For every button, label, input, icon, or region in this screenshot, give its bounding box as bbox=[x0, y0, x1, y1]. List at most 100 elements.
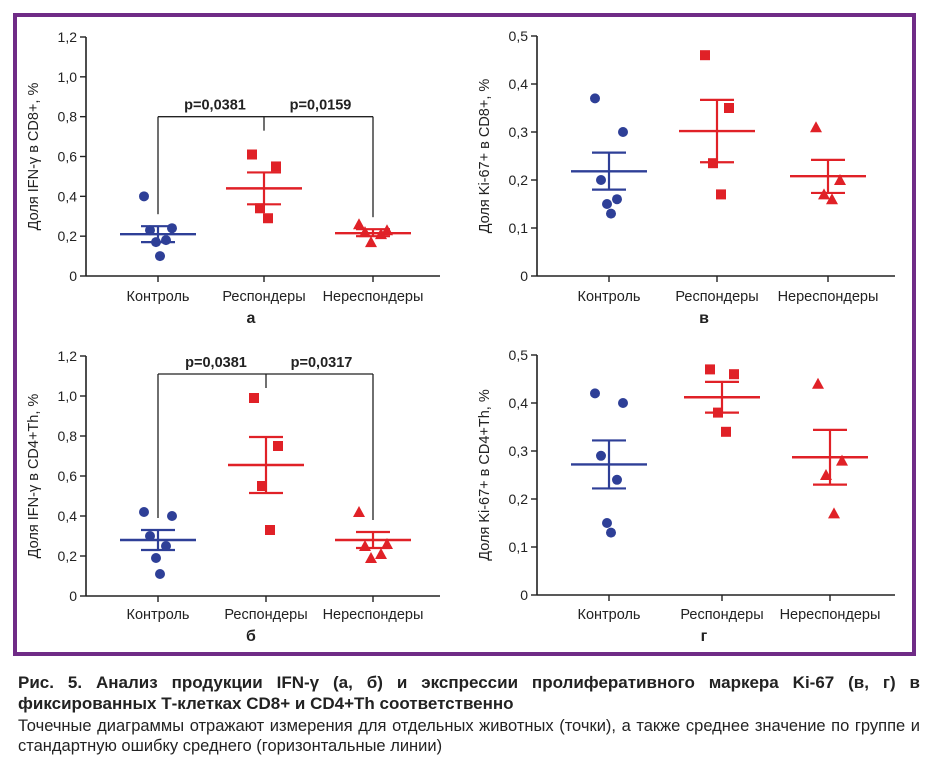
responders-data-point bbox=[705, 364, 715, 375]
y-tick-label: 0,6 bbox=[58, 468, 78, 484]
control-data-point bbox=[155, 251, 165, 262]
x-tick-label: Нереспондеры bbox=[778, 289, 879, 305]
control-data-point bbox=[618, 398, 628, 408]
responders-data-point bbox=[700, 50, 710, 61]
y-axis-label: Доля Ki-67+ в CD4+Th, % bbox=[477, 389, 493, 561]
x-tick-label: Контроль bbox=[578, 607, 641, 623]
control-data-point bbox=[167, 223, 177, 234]
chart-panel-б: 0 0,2 0,4 0,6 0,8 1,0 1,2 Доля IFN-γ в CD4+Th, … bbox=[26, 348, 440, 645]
control-data-point bbox=[602, 518, 612, 528]
y-axis-label: Доля Ki-67+ в CD8+, % bbox=[477, 79, 493, 234]
responders-data-point bbox=[257, 481, 267, 491]
nonresponders-data-point bbox=[826, 193, 838, 205]
control-data-point bbox=[612, 474, 622, 485]
nonresponders-data-point bbox=[836, 454, 848, 466]
control-data-point bbox=[151, 553, 161, 563]
y-tick-label: 0,2 bbox=[509, 172, 529, 188]
nonresponders-data-point bbox=[359, 540, 371, 551]
responders-data-point bbox=[249, 393, 259, 403]
nonresponders-data-point bbox=[365, 236, 377, 248]
x-tick-label: Нереспондеры bbox=[323, 289, 424, 305]
y-tick-label: 0,4 bbox=[58, 508, 78, 524]
nonresponders-data-point bbox=[353, 506, 365, 517]
x-tick-label: Контроль bbox=[127, 289, 190, 305]
x-tick-label: Нереспондеры bbox=[323, 607, 424, 623]
y-tick-label: 0 bbox=[520, 268, 528, 284]
x-tick-label: Респондеры bbox=[675, 289, 758, 305]
responders-data-point bbox=[713, 407, 723, 418]
figure-caption-title: Рис. 5. Анализ продукции IFN-γ (а, б) и … bbox=[18, 673, 920, 713]
y-tick-label: 0,2 bbox=[58, 548, 78, 564]
responders-data-point bbox=[263, 213, 273, 224]
y-tick-label: 0,6 bbox=[58, 149, 78, 165]
nonresponders-data-point bbox=[820, 469, 832, 480]
y-tick-label: 1,2 bbox=[58, 348, 78, 364]
y-tick-label: 1,2 bbox=[58, 29, 78, 45]
nonresponders-data-point bbox=[365, 552, 377, 563]
responders-data-point bbox=[708, 158, 718, 169]
nonresponders-data-point bbox=[828, 507, 840, 519]
figure-caption-body: Точечные диаграммы отражают измерения дл… bbox=[18, 717, 920, 755]
panel-label: а bbox=[247, 310, 256, 327]
control-data-point bbox=[161, 541, 171, 551]
x-tick-label: Контроль bbox=[127, 607, 190, 623]
p-value-label: p=0,0317 bbox=[291, 355, 353, 371]
y-axis-label: Доля IFN-γ в CD4+Th, % bbox=[26, 394, 42, 559]
y-tick-label: 0,8 bbox=[58, 109, 78, 125]
responders-data-point bbox=[724, 103, 734, 113]
control-data-point bbox=[590, 93, 600, 104]
responders-data-point bbox=[721, 426, 731, 437]
control-data-point bbox=[167, 511, 177, 521]
responders-data-point bbox=[271, 161, 281, 172]
control-data-point bbox=[590, 388, 600, 399]
x-tick-label: Контроль bbox=[578, 289, 641, 305]
nonresponders-data-point bbox=[818, 188, 830, 200]
nonresponders-data-point bbox=[812, 377, 824, 389]
nonresponders-data-point bbox=[834, 174, 846, 185]
y-tick-label: 1,0 bbox=[58, 388, 78, 404]
y-tick-label: 0,8 bbox=[58, 428, 78, 444]
y-tick-label: 0,5 bbox=[509, 28, 529, 44]
nonresponders-data-point bbox=[353, 218, 365, 230]
y-tick-label: 0 bbox=[520, 587, 528, 603]
y-tick-label: 0,5 bbox=[509, 347, 529, 363]
control-data-point bbox=[145, 531, 155, 541]
control-data-point bbox=[606, 527, 616, 538]
control-data-point bbox=[161, 235, 171, 246]
x-tick-label: Респондеры bbox=[222, 289, 305, 305]
x-tick-label: Респондеры bbox=[224, 607, 307, 623]
y-tick-label: 0,4 bbox=[509, 395, 529, 411]
y-tick-label: 0 bbox=[69, 588, 77, 604]
control-data-point bbox=[155, 569, 165, 579]
responders-data-point bbox=[247, 149, 257, 160]
control-data-point bbox=[139, 191, 149, 202]
chart-panel-в: 0 0,1 0,2 0,3 0,4 0,5 Доля Ki-67+ в CD8+, % Кон… bbox=[477, 28, 895, 327]
x-tick-label: Респондеры bbox=[680, 607, 763, 623]
charts-area: 0 0,2 0,4 0,6 0,8 1,0 1,2 Доля IFN-γ в CD8+, % К… bbox=[26, 28, 895, 645]
y-tick-label: 0,1 bbox=[509, 220, 529, 236]
y-tick-label: 0,4 bbox=[58, 188, 78, 204]
y-tick-label: 0,4 bbox=[509, 76, 529, 92]
control-data-point bbox=[145, 225, 155, 236]
y-axis-label: Доля IFN-γ в CD8+, % bbox=[26, 83, 42, 231]
responders-data-point bbox=[729, 369, 739, 380]
control-data-point bbox=[612, 194, 622, 205]
p-value-label: p=0,0159 bbox=[290, 98, 352, 114]
p-value-label: p=0,0381 bbox=[185, 355, 247, 371]
y-tick-label: 0,3 bbox=[509, 443, 529, 459]
panel-label: г bbox=[701, 628, 708, 645]
control-data-point bbox=[151, 237, 161, 248]
x-tick-label: Нереспондеры bbox=[780, 607, 881, 623]
nonresponders-data-point bbox=[381, 224, 393, 236]
panel-label: в bbox=[699, 310, 709, 327]
nonresponders-data-point bbox=[359, 226, 371, 238]
chart-panel-г: 0 0,1 0,2 0,3 0,4 0,5 Доля Ki-67+ в CD4+Th, % К… bbox=[477, 347, 895, 645]
control-data-point bbox=[618, 127, 628, 137]
responders-data-point bbox=[255, 203, 265, 214]
y-tick-label: 1,0 bbox=[58, 69, 78, 85]
nonresponders-data-point bbox=[375, 548, 387, 559]
responders-data-point bbox=[265, 525, 275, 535]
y-tick-label: 0 bbox=[69, 268, 77, 284]
responders-data-point bbox=[273, 441, 283, 451]
control-data-point bbox=[596, 175, 606, 185]
